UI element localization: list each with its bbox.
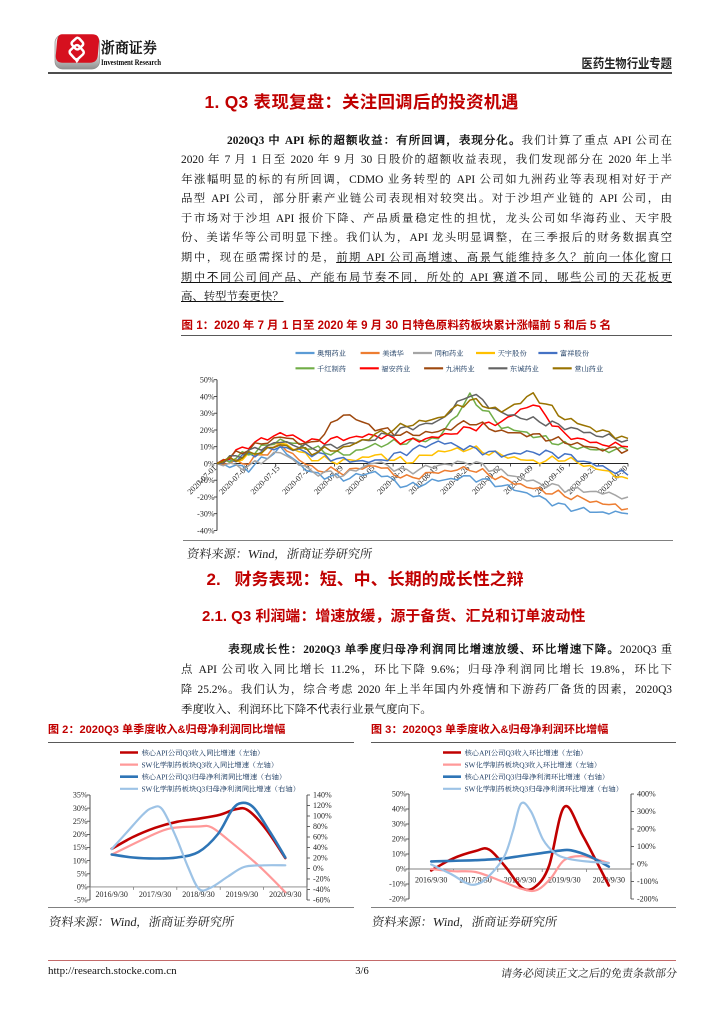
svg-text:0%: 0% [637,860,648,869]
svg-text:2019/9/30: 2019/9/30 [548,876,580,885]
svg-text:2020-09-16: 2020-09-16 [533,464,566,497]
svg-text:-20%: -20% [389,895,407,904]
svg-text:2016/9/30: 2016/9/30 [95,890,127,899]
svg-text:核心API公司Q3收入同比增速（左轴）: 核心API公司Q3收入同比增速（左轴） [142,748,265,757]
svg-text:60%: 60% [313,833,328,842]
svg-text:25%: 25% [73,817,88,826]
svg-text:-20%: -20% [313,875,331,884]
svg-text:5%: 5% [77,869,88,878]
svg-text:奥翔药业: 奥翔药业 [317,349,347,358]
svg-text:核心API公司Q3归母净利润同比增速（右轴）: 核心API公司Q3归母净利润同比增速（右轴） [142,773,287,782]
svg-text:30%: 30% [200,409,215,418]
svg-text:40%: 40% [200,392,215,401]
svg-text:同和药业: 同和药业 [435,349,465,358]
svg-text:2016/9/30: 2016/9/30 [415,876,447,885]
svg-text:30%: 30% [392,820,407,829]
svg-text:天宇股份: 天宇股份 [498,349,528,358]
svg-text:福安药业: 福安药业 [381,365,411,374]
svg-text:2020-07-15: 2020-07-15 [249,464,282,497]
svg-text:-40%: -40% [197,526,215,535]
svg-text:-20%: -20% [197,493,215,502]
svg-text:九洲药业: 九洲药业 [446,365,476,374]
svg-text:100%: 100% [637,842,656,851]
svg-text:0%: 0% [204,459,215,468]
svg-text:0%: 0% [77,883,88,892]
svg-text:10%: 10% [200,443,215,452]
svg-text:SW化学制药板块Q3收入环比增速（左轴）: SW化学制药板块Q3收入环比增速（左轴） [465,760,602,769]
svg-text:30%: 30% [73,804,88,813]
svg-text:20%: 20% [392,835,407,844]
svg-text:400%: 400% [637,790,656,799]
svg-text:100%: 100% [313,812,332,821]
svg-text:千红制药: 千红制药 [317,365,347,374]
svg-text:2018/9/30: 2018/9/30 [504,876,536,885]
svg-text:-5%: -5% [74,896,88,905]
svg-text:美诺华: 美诺华 [382,349,405,358]
svg-text:SW化学制药板块Q3归母净利润环比增速（右轴）: SW化学制药板块Q3归母净利润环比增速（右轴） [465,785,624,794]
svg-text:40%: 40% [392,805,407,814]
svg-text:10%: 10% [392,850,407,859]
svg-text:核心API公司Q3收入环比增速（左轴）: 核心API公司Q3收入环比增速（左轴） [465,748,588,757]
svg-text:-10%: -10% [197,476,215,485]
svg-text:-60%: -60% [313,896,331,905]
svg-text:-100%: -100% [637,877,659,886]
svg-text:0%: 0% [396,865,407,874]
svg-text:20%: 20% [200,426,215,435]
svg-text:SW化学制药板块Q3归母净利润同比增速（右轴）: SW化学制药板块Q3归母净利润同比增速（右轴） [142,785,301,794]
svg-text:常山药业: 常山药业 [574,365,604,374]
svg-text:20%: 20% [313,854,328,863]
svg-text:SW化学制药板块Q3收入同比增速（左轴）: SW化学制药板块Q3收入同比增速（左轴） [142,760,279,769]
svg-text:东诚药业: 东诚药业 [510,365,540,374]
svg-text:10%: 10% [73,856,88,865]
svg-text:80%: 80% [313,822,328,831]
svg-text:2019/9/30: 2019/9/30 [226,890,258,899]
svg-text:2020/9/30: 2020/9/30 [593,876,625,885]
svg-text:140%: 140% [313,791,332,800]
svg-text:2018/9/30: 2018/9/30 [182,890,214,899]
svg-text:35%: 35% [73,791,88,800]
svg-text:-30%: -30% [197,510,215,519]
svg-text:0%: 0% [313,864,324,873]
svg-text:50%: 50% [200,376,215,385]
svg-text:20%: 20% [73,830,88,839]
svg-text:核心API公司Q3归母净利润环比增速（右轴）: 核心API公司Q3归母净利润环比增速（右轴） [465,773,610,782]
svg-text:2017/9/30: 2017/9/30 [139,890,171,899]
svg-text:2020/9/30: 2020/9/30 [269,890,301,899]
svg-text:-10%: -10% [389,880,407,889]
svg-text:200%: 200% [637,825,656,834]
svg-text:2020-09-30: 2020-09-30 [597,464,630,497]
svg-text:富祥股份: 富祥股份 [560,349,590,358]
svg-text:120%: 120% [313,801,332,810]
svg-text:-40%: -40% [313,885,331,894]
svg-text:15%: 15% [73,843,88,852]
svg-text:50%: 50% [392,790,407,799]
svg-text:-200%: -200% [637,895,659,904]
svg-text:2017/9/30: 2017/9/30 [459,876,491,885]
svg-text:40%: 40% [313,843,328,852]
svg-text:300%: 300% [637,807,656,816]
